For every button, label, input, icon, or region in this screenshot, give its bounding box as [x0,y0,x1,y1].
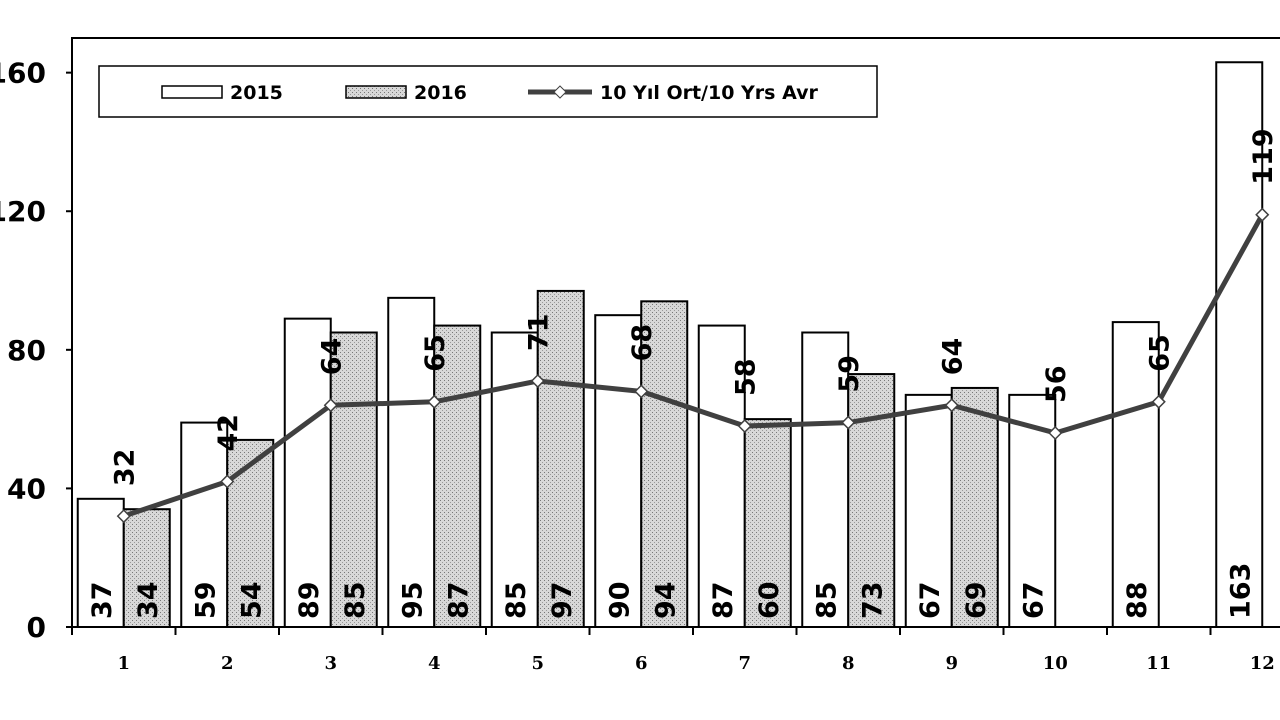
bar [387,296,436,628]
data-label: 69 [961,581,992,619]
line-marker [427,394,442,409]
x-tick-label: 6 [635,653,648,674]
line-marker [944,398,959,413]
data-label: 87 [443,581,474,619]
y-tick-label: 80 [7,334,46,367]
bar [904,393,953,629]
data-label: 94 [650,581,681,619]
line-marker [1048,425,1063,441]
data-label: 58 [731,358,762,396]
data-label: 59 [834,355,865,393]
legend-swatch [345,85,407,99]
bar [1215,61,1264,629]
data-label: 85 [501,581,532,619]
bar [536,289,585,628]
data-label: 73 [857,581,888,619]
data-label: 119 [1248,128,1279,184]
x-tick-label: 2 [221,653,234,674]
line-marker [323,398,338,413]
data-label: 71 [524,313,555,351]
legend: 2015 2016 10 Yıl Ort/10 Yrs Avr [98,65,878,118]
data-label: 42 [213,414,244,452]
data-label: 90 [604,581,635,619]
line-marker [737,418,752,434]
data-label: 87 [708,581,739,619]
y-tick-label: 0 [27,611,46,644]
data-label: 85 [811,581,842,619]
data-label: 68 [627,324,658,362]
y-tick-label: 120 [0,195,46,228]
bar [1008,393,1057,629]
data-label: 54 [236,581,267,619]
bar [801,331,850,628]
data-label: 67 [915,581,946,619]
data-label: 65 [420,334,451,372]
data-label: 56 [1041,365,1072,403]
line-marker [1255,207,1270,222]
bar [1111,321,1160,628]
data-label: 64 [317,338,348,376]
bar [329,331,378,628]
data-label: 88 [1122,581,1153,619]
data-label: 32 [110,449,141,487]
x-tick-label: 12 [1250,653,1275,674]
bar [283,317,332,628]
line-marker [220,474,235,489]
data-label: 65 [1145,334,1176,372]
data-label: 95 [397,581,428,619]
line-marker [634,384,649,399]
line-marker [116,509,131,524]
x-tick-label: 10 [1043,653,1068,674]
line-marker [530,373,545,389]
bar [640,300,689,628]
legend-label: 10 Yıl Ort/10 Yrs Avr [600,82,819,104]
bar [950,386,999,629]
data-label: 97 [547,581,578,619]
x-tick-label: 4 [428,653,441,674]
bar [226,438,275,628]
bar [743,418,792,628]
line [122,213,1265,519]
data-label: 163 [1225,563,1256,619]
data-label: 64 [938,338,969,376]
data-label: 85 [340,581,371,619]
bar [697,324,746,628]
y-tick-label: 40 [7,472,46,505]
legend-label: 2016 [414,82,467,104]
data-label: 34 [133,581,164,619]
legend-label: 2015 [230,82,283,104]
y-tick-label: 160 [0,57,46,90]
legend-box [98,65,878,118]
line-marker [841,415,856,430]
data-label: 67 [1018,581,1049,619]
x-tick-label: 8 [842,653,855,674]
x-tick-label: 1 [117,653,130,674]
bar [433,324,482,628]
data-label: 59 [190,581,221,619]
legend-swatch-marker [553,85,567,99]
x-tick-label: 3 [324,653,337,674]
x-tick-label: 5 [531,653,544,674]
data-label: 60 [754,581,785,619]
data-label: 89 [294,581,325,619]
x-tick-label: 9 [945,653,958,674]
bar [122,508,171,629]
legend-swatch [161,85,223,99]
x-tick-label: 11 [1146,653,1171,674]
line-marker [1151,394,1166,409]
data-label: 37 [87,581,118,619]
x-tick-label: 7 [738,653,751,674]
